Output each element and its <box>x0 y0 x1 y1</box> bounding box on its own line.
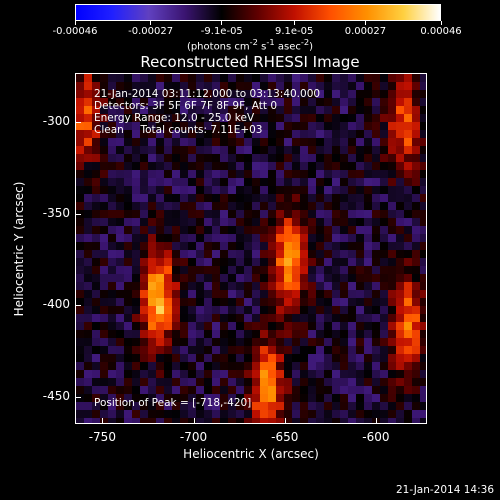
colorbar-tick-label: -9.1e-05 <box>200 26 243 37</box>
y-tick-label: -350 <box>42 205 70 220</box>
colorbar-tick-mark <box>364 21 366 25</box>
y-tick-label: -450 <box>42 388 70 403</box>
chart-title: Reconstructed RHESSI Image <box>140 53 360 71</box>
colorbar-tick-label: -0.00027 <box>128 26 174 37</box>
colorbar-tick-label: 9.1e-05 <box>274 26 314 37</box>
y-tick-mark <box>75 396 81 398</box>
x-tick-mark <box>375 418 377 424</box>
info-line-3: Energy Range: 12.0 - 25.0 keV <box>94 112 255 124</box>
y-axis-label: Heliocentric Y (arcsec) <box>12 181 26 317</box>
info-line-1: 21-Jan-2014 03:11:12.000 to 03:13:40.000 <box>94 88 321 100</box>
x-tick-label: -700 <box>179 430 208 444</box>
x-tick-label: -600 <box>362 430 390 444</box>
info-line-2: Detectors: 3F 5F 6F 7F 8F 9F, Att 0 <box>94 100 278 112</box>
x-tick-mark <box>193 418 195 424</box>
colorbar <box>75 4 441 21</box>
colorbar-tick-mark <box>440 21 442 25</box>
colorbar-tick-label: 0.00046 <box>420 26 462 37</box>
x-tick-label: -750 <box>88 430 116 444</box>
x-tick-mark <box>284 418 286 424</box>
colorbar-tick-mark <box>221 21 223 25</box>
colorbar-tick-mark <box>74 21 76 25</box>
y-tick-mark <box>75 122 81 124</box>
y-tick-label: -400 <box>42 297 70 312</box>
colorbar-tick-mark <box>293 21 295 25</box>
info-line-4: Clean Total counts: 7.11E+03 <box>94 124 263 136</box>
timestamp: 21-Jan-2014 14:36 <box>395 484 494 496</box>
peak-position-label: Position of Peak = [-718,-420] <box>94 397 252 409</box>
colorbar-units: (photons cm-2 s-1 asec-2) <box>186 37 314 53</box>
x-tick-label: -650 <box>271 430 299 444</box>
x-tick-mark <box>102 418 104 424</box>
plot-area <box>75 73 427 424</box>
colorbar-tick-label: 0.00027 <box>344 26 387 37</box>
y-tick-mark <box>75 213 81 215</box>
heatmap-cells <box>76 74 426 423</box>
y-tick-label: -300 <box>42 114 70 129</box>
y-tick-mark <box>75 305 81 307</box>
heatmap <box>76 74 426 423</box>
x-axis-label: Heliocentric X (arcsec) <box>183 447 319 461</box>
colorbar-tick-mark <box>150 21 152 25</box>
colorbar-tick-label: -0.00046 <box>52 26 98 37</box>
